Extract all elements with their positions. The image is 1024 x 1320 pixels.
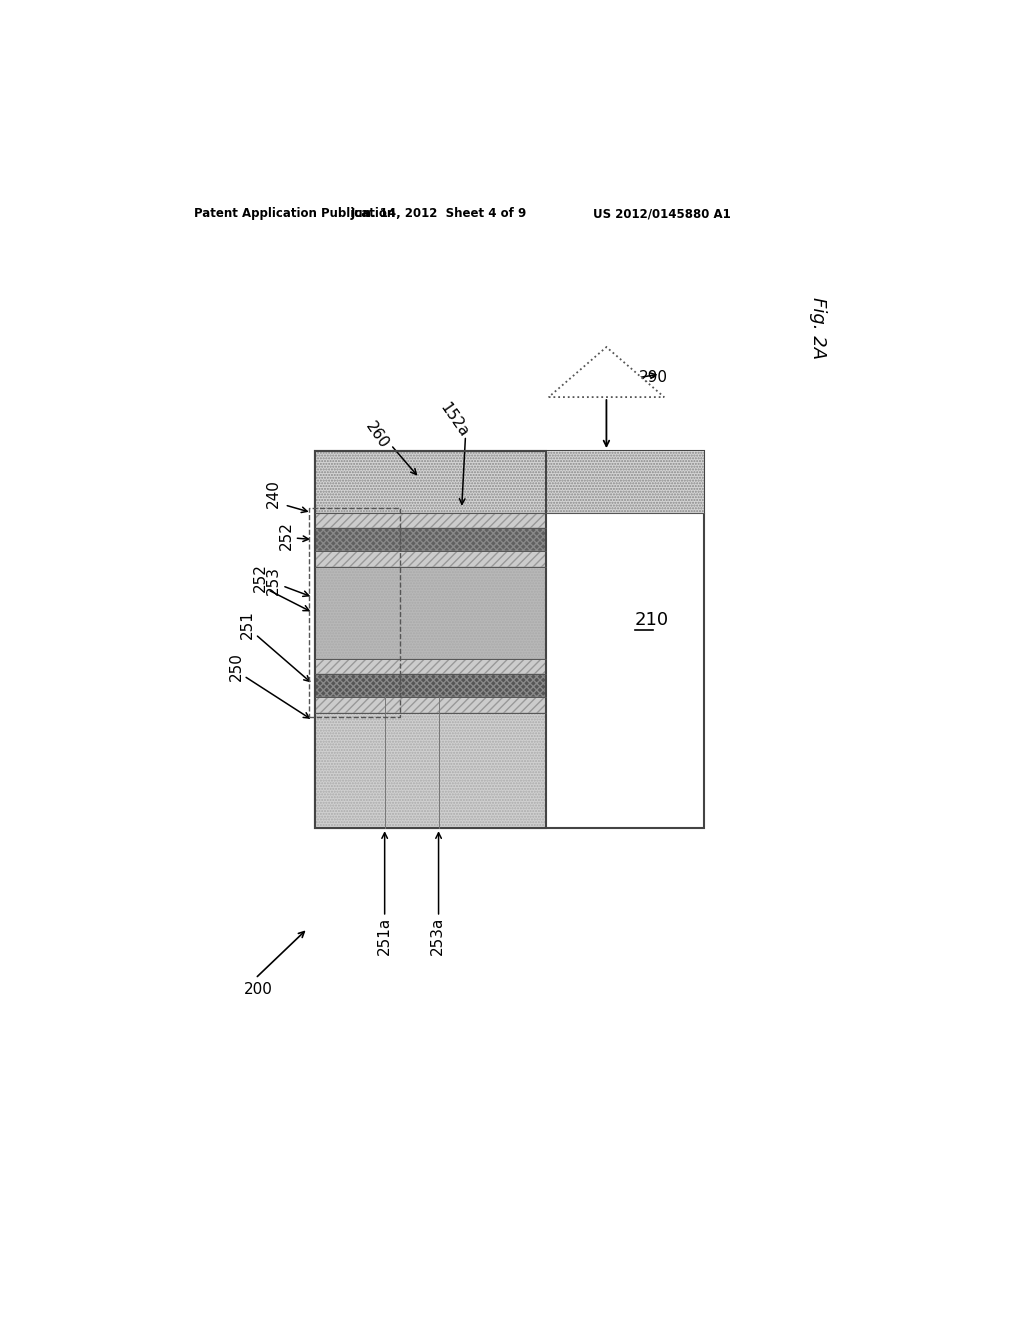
Bar [315, 512, 547, 528]
Text: Patent Application Publication: Patent Application Publication [194, 207, 395, 220]
Polygon shape [549, 347, 665, 397]
Text: 290: 290 [639, 371, 668, 385]
Text: 152a: 152a [437, 400, 471, 440]
Bar [315, 675, 547, 697]
Text: 252: 252 [279, 521, 294, 550]
Bar [315, 675, 547, 697]
Text: 251a: 251a [377, 917, 392, 956]
Text: 253: 253 [265, 566, 281, 595]
Bar [315, 713, 547, 829]
Bar [315, 451, 547, 829]
Text: 252: 252 [253, 564, 267, 593]
Text: 253a: 253a [429, 917, 444, 956]
Text: Jun. 14, 2012  Sheet 4 of 9: Jun. 14, 2012 Sheet 4 of 9 [350, 207, 526, 220]
Bar [315, 451, 705, 512]
Text: 260: 260 [362, 420, 391, 451]
Bar [315, 659, 547, 675]
Text: Fig. 2A: Fig. 2A [809, 297, 827, 359]
Bar [315, 451, 705, 512]
Bar [315, 512, 547, 528]
Text: 250: 250 [228, 652, 244, 681]
Bar [315, 659, 547, 675]
Bar [315, 528, 547, 552]
Bar [315, 528, 547, 552]
Bar [315, 566, 547, 659]
Bar [315, 566, 547, 659]
Bar [315, 697, 547, 713]
Bar [315, 552, 547, 566]
Text: 240: 240 [265, 479, 281, 508]
Text: 251: 251 [240, 610, 255, 639]
Bar [315, 713, 547, 829]
Bar [315, 552, 547, 566]
Bar [315, 566, 547, 659]
Text: 210: 210 [635, 611, 669, 630]
Bar [309, 508, 400, 718]
Text: 200: 200 [244, 982, 272, 998]
Bar [315, 713, 547, 829]
Bar [315, 451, 705, 829]
Bar [315, 697, 547, 713]
Bar [315, 675, 547, 697]
Bar [315, 528, 547, 552]
Text: US 2012/0145880 A1: US 2012/0145880 A1 [594, 207, 731, 220]
